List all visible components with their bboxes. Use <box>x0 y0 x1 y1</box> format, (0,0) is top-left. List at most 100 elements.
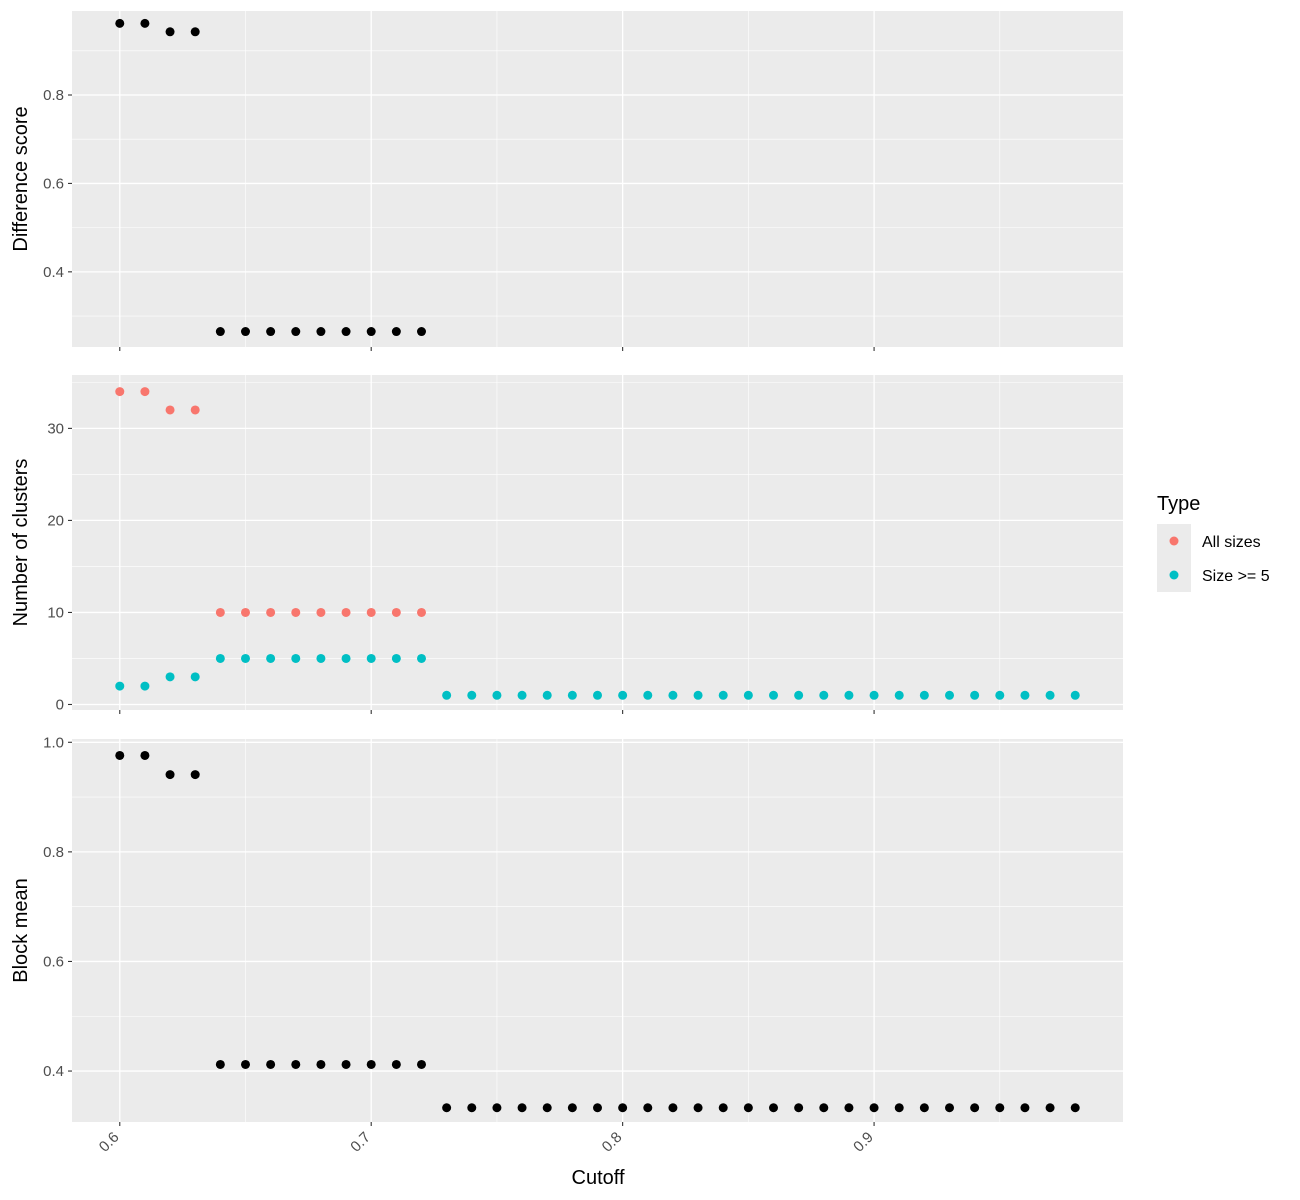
x-tick-label: 0.7 <box>347 1129 374 1156</box>
data-point <box>668 690 678 700</box>
data-point <box>743 1103 753 1113</box>
data-point <box>266 653 276 663</box>
y-tick-label: 0.4 <box>43 264 64 281</box>
panel-3: 0.4 0.6 0.8 1.0 Block mean <box>10 734 1123 1126</box>
y-tick-label: 30 <box>47 420 64 437</box>
data-point <box>140 750 150 760</box>
data-point <box>995 1103 1005 1113</box>
y-tick-label: 20 <box>47 512 64 529</box>
data-point <box>945 690 955 700</box>
data-point <box>316 327 326 337</box>
data-point <box>618 690 628 700</box>
data-point <box>819 1103 829 1113</box>
data-point <box>240 653 250 663</box>
data-point <box>593 690 602 700</box>
series-1 <box>115 18 426 337</box>
data-point <box>542 690 552 700</box>
data-point <box>366 607 376 617</box>
data-point <box>115 387 125 397</box>
data-point <box>190 405 200 415</box>
data-point <box>919 1103 929 1113</box>
data-point <box>416 327 426 337</box>
data-point <box>316 607 326 617</box>
panel-background <box>72 739 1123 1122</box>
data-point <box>190 672 200 682</box>
data-point <box>1070 690 1080 700</box>
y-tick-label: 0.8 <box>43 844 64 861</box>
y-tick-label: 0.4 <box>43 1063 64 1080</box>
y-tick-label: 0 <box>56 696 64 713</box>
data-point <box>165 672 175 682</box>
data-point <box>115 750 125 760</box>
data-point <box>165 405 175 415</box>
data-point <box>316 653 326 663</box>
data-point <box>291 1059 301 1069</box>
data-point <box>266 1059 276 1069</box>
data-point <box>240 1059 250 1069</box>
y-tick-label: 1.0 <box>43 734 64 751</box>
data-point <box>1070 1103 1080 1113</box>
data-point <box>215 607 225 617</box>
legend: Type All sizes Size >= 5 <box>1157 493 1270 592</box>
data-point <box>391 607 401 617</box>
data-point <box>391 327 401 337</box>
data-point <box>593 1103 602 1113</box>
data-point <box>894 690 904 700</box>
data-point <box>894 1103 904 1113</box>
data-point <box>1020 690 1030 700</box>
data-point <box>970 1103 980 1113</box>
data-point <box>215 327 225 337</box>
data-point <box>794 690 804 700</box>
legend-label-size-ge-5: Size >= 5 <box>1202 568 1270 585</box>
data-point <box>266 327 276 337</box>
data-point <box>995 690 1005 700</box>
data-point <box>190 770 200 780</box>
data-point <box>869 1103 879 1113</box>
data-point <box>643 690 653 700</box>
data-point <box>240 607 250 617</box>
data-point <box>970 690 980 700</box>
data-point <box>190 27 200 37</box>
data-point <box>215 1059 225 1069</box>
data-point <box>618 1103 628 1113</box>
data-point <box>693 1103 703 1113</box>
y-tick-label: 0.8 <box>43 87 64 104</box>
x-tick-label: 0.6 <box>96 1129 123 1156</box>
data-point <box>266 607 276 617</box>
y-tick-label: 0.6 <box>43 953 64 970</box>
data-point <box>391 1059 401 1069</box>
data-point <box>517 690 527 700</box>
data-point <box>844 1103 854 1113</box>
data-point <box>869 690 879 700</box>
data-point <box>1045 1103 1055 1113</box>
data-point <box>643 1103 653 1113</box>
data-point <box>492 690 502 700</box>
data-point <box>794 1103 804 1113</box>
data-point <box>416 607 426 617</box>
data-point <box>316 1059 326 1069</box>
data-point <box>366 653 376 663</box>
x-tick-label: 0.8 <box>599 1129 626 1156</box>
data-point <box>567 690 577 700</box>
data-point <box>718 690 728 700</box>
data-point <box>844 690 854 700</box>
data-point <box>291 327 301 337</box>
data-point <box>1045 690 1055 700</box>
x-axis-title: Cutoff <box>572 1167 625 1189</box>
data-point <box>542 1103 552 1113</box>
data-point <box>341 653 351 663</box>
data-point <box>391 653 401 663</box>
data-point <box>366 1059 376 1069</box>
data-point <box>140 18 150 28</box>
data-point <box>416 653 426 663</box>
data-point <box>442 690 452 700</box>
data-point <box>140 387 150 397</box>
data-point <box>341 327 351 337</box>
panel-background <box>72 375 1123 710</box>
y-axis-title: Block mean <box>10 878 32 983</box>
data-point <box>165 770 175 780</box>
panel-background <box>72 11 1123 347</box>
data-point <box>341 1059 351 1069</box>
data-point <box>291 607 301 617</box>
